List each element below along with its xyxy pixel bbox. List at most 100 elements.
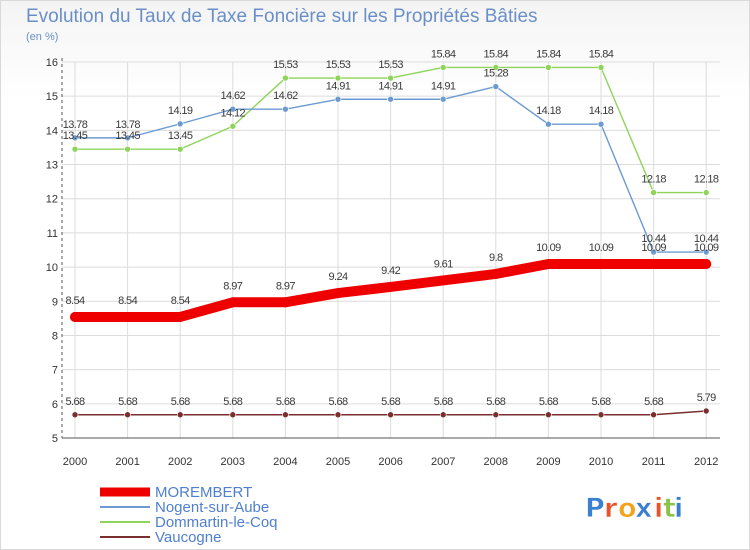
data-label-vaucogne-1: 5.68 (118, 396, 137, 408)
data-point-dommartin-le-coq-9 (545, 64, 552, 71)
legend-entry-nogent-sur-aube: Nogent-sur-Aube (155, 499, 269, 516)
data-label-vaucogne-11: 5.68 (644, 396, 663, 408)
data-point-morembert-2 (175, 311, 186, 322)
data-label-nogent-sur-aube-12: 10.44 (694, 233, 719, 245)
data-point-dommartin-le-coq-8 (492, 64, 500, 71)
logo-letter-2: o (618, 493, 637, 524)
data-point-dommartin-le-coq-4 (282, 74, 289, 82)
logo-letter-1: r (604, 493, 618, 524)
data-point-nogent-sur-aube-7 (439, 95, 447, 103)
data-point-nogent-sur-aube-5 (334, 95, 342, 103)
y-tick-label-9: 14 (46, 125, 58, 137)
data-point-morembert-9 (543, 259, 554, 270)
data-point-dommartin-le-coq-10 (597, 64, 605, 71)
data-point-dommartin-le-coq-0 (71, 145, 79, 153)
data-label-vaucogne-5: 5.68 (328, 396, 347, 408)
data-point-morembert-8 (490, 268, 501, 279)
legend-entry-morembert: MOREMBERT (155, 484, 252, 501)
data-point-dommartin-le-coq-3 (229, 122, 237, 130)
data-point-dommartin-le-coq-7 (439, 64, 447, 71)
data-label-nogent-sur-aube-0: 13.78 (63, 119, 88, 131)
data-point-vaucogne-10 (597, 411, 605, 419)
logo-letter-0: P (585, 493, 605, 524)
data-label-nogent-sur-aube-5: 14.91 (326, 80, 351, 92)
data-point-vaucogne-7 (439, 411, 447, 419)
data-point-dommartin-le-coq-6 (387, 74, 394, 82)
data-label-nogent-sur-aube-2: 14.19 (168, 105, 193, 117)
data-point-vaucogne-2 (176, 411, 184, 419)
data-label-vaucogne-6: 5.68 (381, 396, 400, 408)
data-label-nogent-sur-aube-1: 13.78 (115, 119, 140, 131)
y-tick-label-1: 6 (52, 399, 58, 411)
data-point-nogent-sur-aube-10 (597, 120, 605, 128)
data-point-vaucogne-4 (282, 411, 289, 419)
data-label-morembert-7: 9.61 (434, 258, 453, 270)
data-label-dommartin-le-coq-12: 12.18 (694, 174, 719, 186)
data-point-vaucogne-9 (545, 411, 552, 419)
data-point-nogent-sur-aube-12 (702, 248, 710, 256)
data-label-morembert-9: 10.09 (536, 242, 561, 254)
data-label-morembert-5: 9.24 (328, 271, 347, 283)
data-point-vaucogne-6 (387, 411, 394, 419)
data-point-dommartin-le-coq-1 (124, 145, 131, 153)
data-label-dommartin-le-coq-10: 15.84 (589, 48, 614, 60)
data-point-vaucogne-0 (71, 411, 79, 419)
y-tick-label-8: 13 (46, 160, 58, 172)
data-label-morembert-0: 8.54 (65, 295, 84, 307)
x-tick-label-12: 2012 (694, 456, 718, 468)
data-point-nogent-sur-aube-8 (492, 83, 500, 90)
data-label-nogent-sur-aube-10: 14.18 (589, 105, 614, 117)
data-point-morembert-5 (333, 288, 343, 299)
data-point-vaucogne-5 (334, 411, 342, 419)
data-label-vaucogne-2: 5.68 (171, 396, 190, 408)
data-point-nogent-sur-aube-0 (71, 134, 79, 142)
data-label-dommartin-le-coq-0: 13.45 (63, 130, 88, 142)
data-label-dommartin-le-coq-1: 13.45 (115, 130, 140, 142)
data-point-nogent-sur-aube-9 (545, 120, 552, 128)
x-tick-label-2: 2002 (168, 456, 192, 468)
x-tick-label-0: 2000 (63, 456, 87, 468)
data-label-nogent-sur-aube-6: 14.91 (378, 80, 403, 92)
chart-subtitle: (en %) (26, 31, 58, 43)
legend-entry-vaucogne: Vaucogne (155, 529, 221, 546)
logo-letter-4: i (654, 493, 663, 524)
data-point-morembert-4 (280, 297, 291, 308)
data-point-morembert-3 (227, 297, 238, 308)
y-tick-label-7: 12 (46, 194, 58, 206)
data-point-vaucogne-3 (229, 411, 237, 419)
data-label-dommartin-le-coq-5: 15.53 (326, 59, 351, 71)
data-label-nogent-sur-aube-8: 15.28 (484, 68, 509, 80)
y-tick-label-0: 5 (52, 433, 58, 445)
data-label-dommartin-le-coq-11: 12.18 (641, 174, 666, 186)
y-tick-label-10: 15 (46, 91, 58, 103)
data-label-vaucogne-9: 5.68 (539, 396, 558, 408)
x-tick-label-6: 2006 (378, 456, 402, 468)
data-label-dommartin-le-coq-8: 15.84 (484, 48, 509, 60)
data-label-vaucogne-4: 5.68 (276, 396, 295, 408)
data-point-morembert-0 (70, 311, 80, 322)
data-label-vaucogne-0: 5.68 (65, 396, 84, 408)
chart-title: Evolution du Taux de Taxe Foncière sur l… (26, 6, 538, 27)
data-label-dommartin-le-coq-6: 15.53 (378, 59, 403, 71)
data-label-morembert-4: 8.97 (276, 280, 295, 292)
data-label-vaucogne-7: 5.68 (434, 396, 453, 408)
x-tick-label-8: 2008 (484, 456, 508, 468)
data-point-morembert-6 (385, 281, 396, 292)
data-point-nogent-sur-aube-3 (229, 105, 237, 113)
data-label-dommartin-le-coq-9: 15.84 (536, 48, 561, 60)
logo-letter-3: x (635, 493, 652, 524)
data-label-dommartin-le-coq-2: 13.45 (168, 130, 193, 142)
data-label-morembert-11: 10.09 (641, 242, 666, 254)
data-label-nogent-sur-aube-11: 10.44 (641, 233, 666, 245)
y-tick-label-5: 10 (46, 262, 58, 274)
data-point-nogent-sur-aube-4 (282, 105, 289, 113)
legend-entry-dommartin-le-coq: Dommartin-le-Coq (155, 514, 278, 531)
data-label-nogent-sur-aube-7: 14.91 (431, 80, 456, 92)
data-point-dommartin-le-coq-2 (176, 145, 184, 153)
y-tick-label-3: 8 (52, 330, 58, 342)
x-tick-label-1: 2001 (115, 456, 139, 468)
data-label-dommartin-le-coq-3: 14.12 (221, 107, 246, 119)
data-point-morembert-1 (122, 311, 133, 322)
logo-letter-5: t (663, 493, 676, 524)
